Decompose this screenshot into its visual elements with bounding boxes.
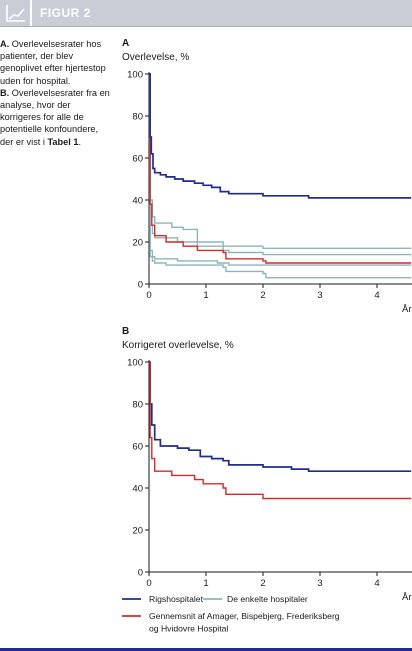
figure-caption: A. Overlevelsesrater hos patienter, der … [0,38,112,148]
series-line [149,73,412,266]
series-line [149,73,412,279]
x-tick-label: 3 [317,290,322,301]
y-tick-label: 20 [132,238,143,249]
caption-a-text: Overlevelsesrater hos patienter, der ble… [0,39,106,86]
x-tick-label: 1 [203,578,208,589]
y-tick-label: 40 [132,484,143,495]
panel-letter: B [122,326,129,337]
legend-label-rigshospitalet: Rigshospitalet [149,594,204,604]
chart-panel-b: B Korrigeret overlevelse, % 0 20 40 60 80 100 0 1… [122,326,412,603]
y-axis-label: Korrigeret overlevelse, % [122,340,234,351]
y-tick-label: 60 [132,154,143,165]
y-tick-label: 40 [132,196,143,207]
y-tick-label: 0 [138,280,143,291]
caption-b-text: Overlevelsesrater fra en analyse, hvor d… [0,87,110,147]
legend: Rigshospitalet De enkelte hospitaler Genne… [122,594,340,634]
caption-b-label: B. [0,87,10,98]
figure-header: FIGUR 2 [0,0,412,27]
y-tick-label: 0 [138,568,143,579]
series-line [149,361,412,500]
caption-a-label: A. [0,39,10,49]
y-tick-label: 100 [127,70,143,81]
series-line [149,73,412,256]
series-line [149,73,412,199]
y-tick-label: 80 [132,112,143,123]
y-tick-label: 60 [132,442,143,453]
legend-label-gennemsnit: Gennemsnit af Amager, Bispebjerg, Freder… [149,611,340,634]
y-tick-label: 100 [127,358,143,369]
legend-label-enkelte: De enkelte hospitaler [227,594,308,604]
x-tick-label: 4 [374,578,379,589]
caption-b-end: . [78,136,82,147]
x-tick-label: 3 [317,578,322,589]
line-chart-icon [0,0,32,26]
x-axis-label: År [402,304,412,315]
chart-panel-a: A Overlevelse, % 0 20 40 60 80 100 0 1 2 3 4 År [122,38,412,315]
series-line [149,73,412,264]
bottom-rule [0,648,412,651]
panel-letter: A [122,38,129,49]
x-tick-label: 2 [260,290,265,301]
y-tick-label: 20 [132,526,143,537]
series-line [149,361,412,473]
y-tick-label: 80 [132,400,143,411]
caption-a: A. Overlevelsesrater hos patienter, der … [0,38,112,87]
figure-title: FIGUR 2 [40,6,91,20]
caption-b-ref: Tabel 1 [47,136,79,147]
x-tick-label: 1 [203,290,208,301]
x-tick-label: 4 [374,290,379,301]
caption-b: B. Overlevelsesrater fra en analyse, hvo… [0,87,112,148]
x-tick-label: 0 [146,578,151,589]
x-tick-label: 2 [260,578,265,589]
y-axis-label: Overlevelse, % [122,52,189,63]
x-axis-label: År [402,592,412,603]
x-tick-label: 0 [146,290,151,301]
series-line [149,73,412,249]
